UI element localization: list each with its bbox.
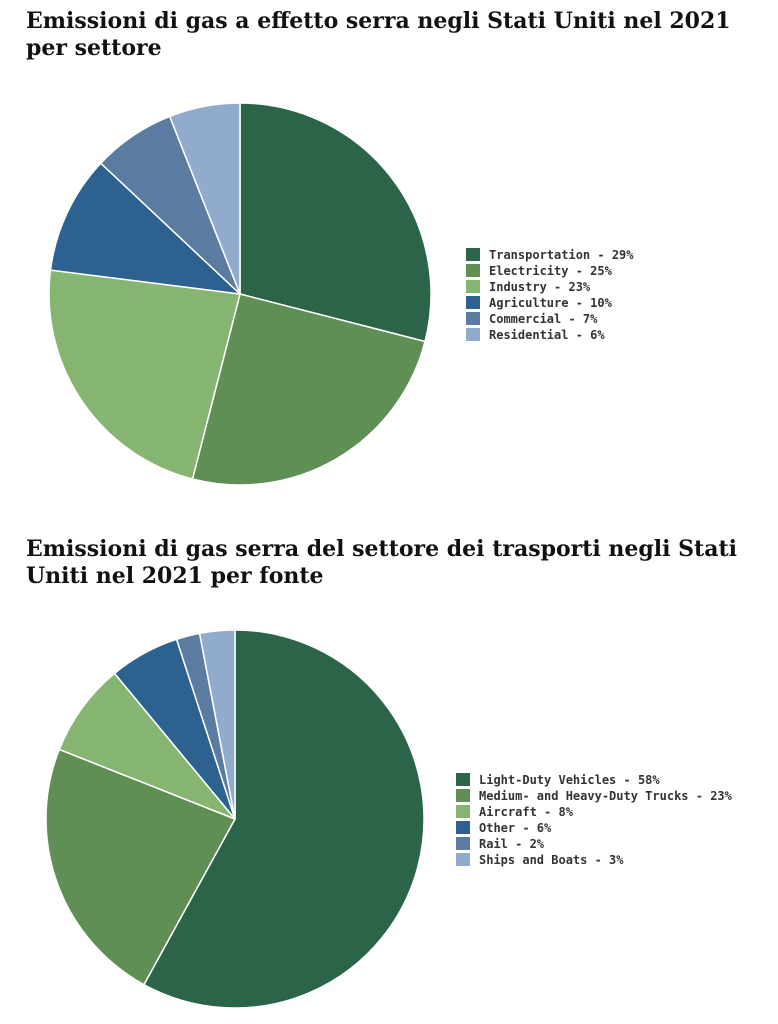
legend-label-agriculture: Agriculture - 10%	[489, 296, 613, 310]
pie-slice-industry	[48, 269, 241, 480]
legend-swatch-ships-and-boats	[456, 853, 470, 866]
pie-slice-electricity	[191, 293, 426, 486]
chart-title: Emissioni di gas serra del settore dei t…	[26, 536, 737, 589]
legend-swatch-commercial	[466, 312, 480, 325]
pie-slice-ships-and-boats	[198, 629, 236, 820]
legend-swatch-agriculture	[466, 296, 480, 309]
pie-slice-aircraft	[58, 672, 236, 820]
legend-label-other: Other - 6%	[479, 821, 552, 835]
pie-slice-transportation	[239, 102, 432, 343]
pie-chart-transport: Light-Duty Vehicles - 58% Medium- and Hea…	[45, 629, 733, 1009]
legend-swatch-industry	[466, 280, 480, 293]
legend-swatch-other	[456, 821, 470, 834]
legend-label-aircraft: Aircraft - 8%	[479, 805, 574, 819]
legend-swatch-light-duty-vehicles	[456, 773, 470, 786]
legend-label-residential: Residential - 6%	[489, 328, 605, 342]
legend-label-industry: Industry - 23%	[489, 280, 591, 294]
legend-swatch-residential	[466, 328, 480, 341]
pie-slice-medium-and-heavy-duty-trucks	[45, 748, 237, 986]
legend-swatch-electricity	[466, 264, 480, 277]
legend-swatch-rail	[456, 837, 470, 850]
pie-slice-light-duty-vehicles	[142, 629, 425, 1009]
legend-label-commercial: Commercial - 7%	[489, 312, 598, 326]
legend-label-electricity: Electricity - 25%	[489, 264, 613, 278]
legend-label-medium-and-heavy-duty-trucks: Medium- and Heavy-Duty Trucks - 23%	[479, 789, 733, 803]
legend-label-rail: Rail - 2%	[479, 837, 545, 851]
legend-swatch-medium-and-heavy-duty-trucks	[456, 789, 470, 802]
chart-title: Emissioni di gas a effetto serra negli S…	[26, 8, 731, 61]
legend-label-light-duty-vehicles: Light-Duty Vehicles - 58%	[479, 773, 660, 787]
chart-transport-emissions: Emissioni di gas serra del settore dei t…	[0, 528, 778, 1024]
legend-swatch-transportation	[466, 248, 480, 261]
pie-chart-sector: Transportation - 29% Electricity - 25% Ind…	[48, 102, 634, 486]
legend-label-transportation: Transportation - 29%	[489, 248, 634, 262]
pie-slice-residential	[168, 102, 241, 295]
legend-swatch-aircraft	[456, 805, 470, 818]
chart-sector-emissions: Emissioni di gas a effetto serra negli S…	[26, 8, 731, 486]
legend-label-ships-and-boats: Ships and Boats - 3%	[479, 853, 624, 867]
pie-slice-agriculture	[49, 162, 243, 296]
